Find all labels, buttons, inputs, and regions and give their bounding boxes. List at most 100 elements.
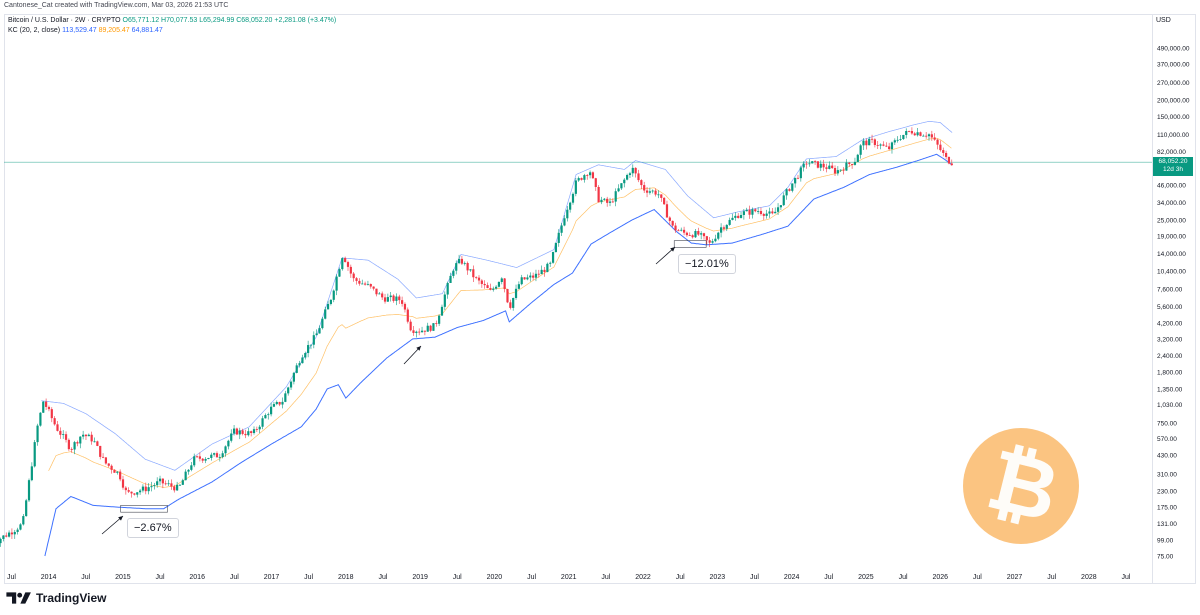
candle-body bbox=[110, 465, 113, 470]
candle-body bbox=[557, 232, 560, 243]
candle-body bbox=[617, 188, 620, 192]
candle-body bbox=[258, 426, 261, 430]
candle-body bbox=[873, 139, 876, 145]
candle-body bbox=[13, 531, 16, 535]
candle-body bbox=[93, 441, 96, 443]
candle-body bbox=[121, 479, 125, 488]
candle-body bbox=[7, 532, 11, 537]
brand-name: TradingView bbox=[36, 591, 107, 605]
candle-body bbox=[853, 161, 857, 165]
candle-body bbox=[0, 538, 2, 544]
candle-body bbox=[497, 281, 501, 287]
x-tick-label: 2020 bbox=[487, 574, 503, 581]
candle-body bbox=[452, 270, 455, 276]
candle-body bbox=[754, 209, 757, 212]
y-tick-label: 175.00 bbox=[1157, 505, 1177, 512]
candle-body bbox=[916, 132, 919, 136]
candle-body bbox=[281, 401, 284, 405]
candle-body bbox=[888, 146, 891, 150]
candle-body bbox=[264, 415, 267, 419]
candle-body bbox=[776, 207, 780, 212]
candle-body bbox=[677, 230, 680, 232]
candle-body bbox=[480, 280, 483, 284]
chart-frame bbox=[4, 14, 1196, 584]
candle-body bbox=[227, 440, 230, 447]
candle-body bbox=[668, 217, 671, 221]
candle-body bbox=[486, 285, 489, 289]
candle-body bbox=[768, 211, 771, 214]
y-tick-label: 490,000.00 bbox=[1157, 46, 1190, 53]
candle-body bbox=[785, 189, 788, 196]
candle-body bbox=[76, 442, 79, 444]
candle-body bbox=[808, 163, 811, 165]
x-tick-label: Jul bbox=[601, 574, 610, 581]
candle-body bbox=[651, 190, 654, 192]
candle-body bbox=[178, 484, 182, 486]
candle-body bbox=[22, 516, 25, 525]
candle-body bbox=[435, 323, 438, 324]
symbol-name[interactable]: Bitcoin / U.S. Dollar · 2W · CRYPTO bbox=[8, 17, 121, 24]
candle-body bbox=[942, 150, 945, 153]
candle-body bbox=[33, 442, 36, 467]
x-tick-label: Jul bbox=[824, 574, 833, 581]
candle-body bbox=[645, 190, 649, 193]
currency-label[interactable]: USD bbox=[1156, 17, 1171, 24]
y-tick-label: 46,000.00 bbox=[1157, 182, 1186, 189]
candle-body bbox=[440, 306, 444, 316]
y-tick-label: 200,000.00 bbox=[1157, 97, 1190, 104]
candle-body bbox=[728, 219, 731, 225]
candle-body bbox=[819, 163, 822, 168]
candle-body bbox=[813, 161, 817, 162]
candle-body bbox=[648, 191, 651, 193]
candle-body bbox=[816, 161, 820, 168]
candle-body bbox=[603, 198, 606, 200]
candle-body bbox=[540, 269, 543, 275]
indicator-label[interactable]: KC (20, 2, close) bbox=[8, 27, 61, 34]
candle-body bbox=[591, 172, 595, 179]
x-tick-label: Jul bbox=[676, 574, 685, 581]
candle-body bbox=[560, 225, 563, 233]
candle-body bbox=[885, 145, 888, 147]
candle-body bbox=[611, 201, 614, 203]
candle-body bbox=[708, 240, 711, 243]
tradingview-brand[interactable]: TradingView bbox=[6, 591, 106, 605]
candle-body bbox=[859, 145, 862, 155]
candle-body bbox=[401, 300, 404, 304]
candle-body bbox=[477, 277, 481, 281]
candle-body bbox=[190, 465, 193, 470]
candle-body bbox=[623, 179, 626, 184]
y-tick-label: 150,000.00 bbox=[1157, 114, 1190, 121]
candle-body bbox=[153, 485, 156, 487]
chart-header: Cantonese_Cat created with TradingView.c… bbox=[4, 2, 229, 9]
candle-body bbox=[702, 233, 706, 237]
candle-body bbox=[896, 139, 899, 141]
candle-body bbox=[751, 209, 754, 215]
candle-body bbox=[53, 418, 56, 425]
candle-body bbox=[717, 232, 720, 239]
candle-body bbox=[304, 353, 307, 358]
candle-body bbox=[794, 177, 797, 184]
candle-body bbox=[278, 401, 281, 405]
y-tick-label: 750.00 bbox=[1157, 420, 1177, 427]
ohlc-low: L65,294.99 bbox=[199, 17, 235, 24]
candle-body bbox=[329, 299, 333, 304]
candle-body bbox=[893, 140, 896, 143]
candle-body bbox=[543, 269, 546, 273]
candle-body bbox=[426, 325, 429, 332]
candle-body bbox=[455, 263, 458, 271]
x-tick-label: Jul bbox=[1047, 574, 1056, 581]
x-tick-label: 2024 bbox=[784, 574, 800, 581]
candle-body bbox=[682, 229, 686, 233]
candle-body bbox=[745, 209, 748, 212]
candle-body bbox=[429, 325, 432, 331]
candle-body bbox=[526, 277, 529, 280]
candle-body bbox=[691, 235, 694, 238]
x-tick-label: 2027 bbox=[1007, 574, 1023, 581]
last-price-countdown: 12d 3h bbox=[1163, 166, 1183, 174]
candle-body bbox=[19, 524, 22, 530]
candle-body bbox=[765, 213, 768, 216]
bitcoin-logo-icon bbox=[963, 428, 1079, 544]
candle-body bbox=[549, 262, 552, 264]
candle-body bbox=[831, 165, 834, 169]
